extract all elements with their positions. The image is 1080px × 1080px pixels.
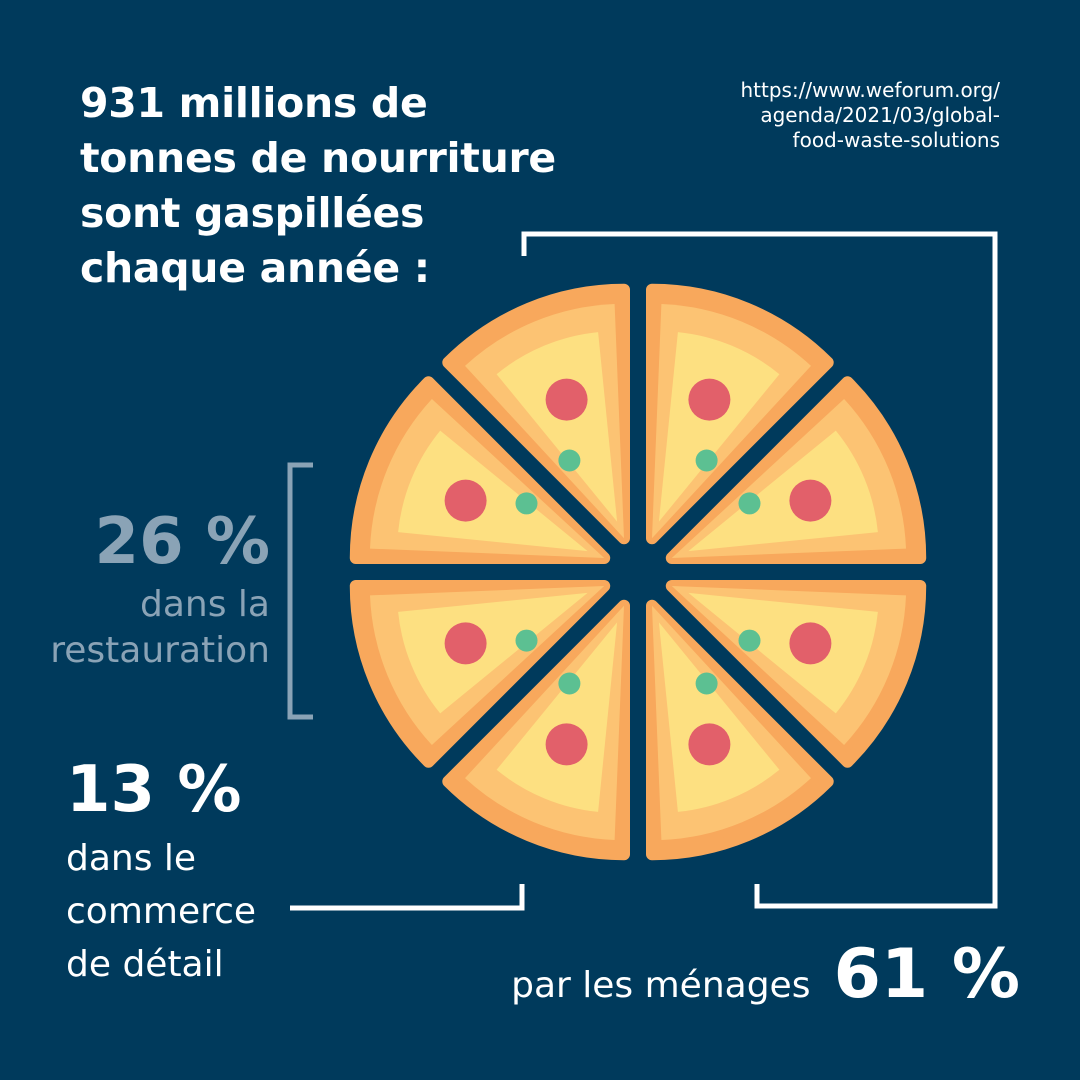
stat-label-line: commerce <box>66 891 257 932</box>
title-line: chaque année : <box>80 244 430 292</box>
olive-icon <box>738 629 761 652</box>
olive-icon <box>558 449 581 472</box>
source-url-line: food-waste-solutions <box>792 128 1000 152</box>
source-url-line: https://www.weforum.org/ <box>740 78 1000 102</box>
page-title: 931 millions de tonnes de nourriture son… <box>80 76 640 296</box>
pepperoni-icon <box>444 479 487 522</box>
restaurant-bracket <box>287 462 313 720</box>
pizza-slice <box>646 599 834 861</box>
pizza-slice <box>442 283 630 545</box>
pepperoni-icon <box>789 622 832 665</box>
source-url-line: agenda/2021/03/global- <box>760 103 1000 127</box>
stat-label: dans le commerce de détail <box>66 832 326 991</box>
stat-label-line: dans le <box>66 838 197 879</box>
pizza-slice <box>665 580 927 768</box>
pizza-icon <box>349 283 927 861</box>
pepperoni-icon <box>688 378 731 421</box>
title-line: sont gaspillées <box>80 189 425 237</box>
olive-icon <box>738 492 761 515</box>
pepperoni-icon <box>545 723 588 766</box>
pizza-slice <box>349 580 611 768</box>
olive-icon <box>515 629 538 652</box>
households-bracket <box>521 231 998 909</box>
stat-value: 61 % <box>833 935 1020 1014</box>
title-line: 931 millions de <box>80 79 428 127</box>
pepperoni-icon <box>444 622 487 665</box>
stat-value: 26 % <box>94 505 270 579</box>
stat-value: 13 % <box>66 753 242 827</box>
pizza-slice <box>646 283 834 545</box>
olive-icon <box>515 492 538 515</box>
stat-label: dans la restauration <box>20 582 270 674</box>
stat-households: par les ménages 61 % <box>400 930 1020 1020</box>
pepperoni-icon <box>688 723 731 766</box>
stat-label: par les ménages <box>511 965 811 1006</box>
retail-bracket <box>290 884 525 911</box>
source-url: https://www.weforum.org/ agenda/2021/03/… <box>670 78 1000 153</box>
olive-icon <box>695 672 718 695</box>
stat-label-line: restauration <box>50 630 270 671</box>
stat-label-line: de détail <box>66 944 224 985</box>
pizza-slice <box>349 376 611 564</box>
pizza-slice <box>665 376 927 564</box>
stat-restaurant: 26 % dans la restauration <box>20 502 270 674</box>
pepperoni-icon <box>789 479 832 522</box>
pepperoni-icon <box>545 378 588 421</box>
stat-retail: 13 % dans le commerce de détail <box>66 748 326 991</box>
pizza-slice <box>442 599 630 861</box>
title-line: tonnes de nourriture <box>80 134 556 182</box>
olive-icon <box>558 672 581 695</box>
stat-label-line: dans la <box>140 584 270 625</box>
olive-icon <box>695 449 718 472</box>
